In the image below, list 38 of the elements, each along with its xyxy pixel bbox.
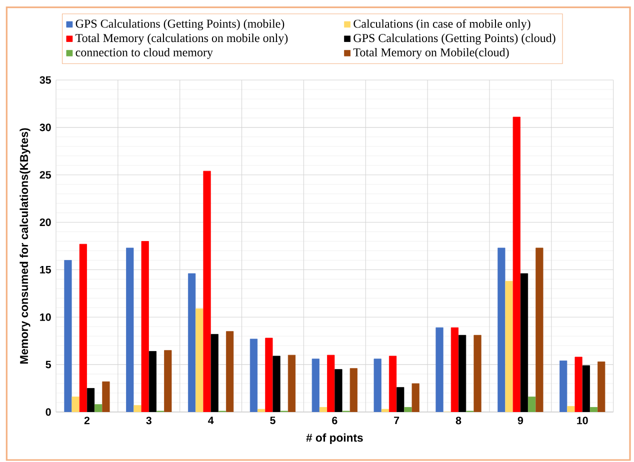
y-tick-label: 15: [40, 266, 51, 274]
legend-label: Calculations (in case of mobile only): [354, 19, 530, 30]
legend-label: GPS Calculations (Getting Points) (mobile): [76, 19, 284, 30]
legend-label: Total Memory on Mobile(cloud): [353, 48, 509, 59]
y-tick-label: 25: [40, 171, 51, 179]
legend-label: Total Memory (calculations on mobile only): [76, 34, 288, 45]
y-tick-label: 0: [46, 408, 51, 416]
x-tick-label: 2: [84, 416, 90, 424]
bar: [226, 331, 234, 412]
bar: [528, 396, 536, 412]
x-tick-label: 10: [577, 416, 588, 424]
bar: [590, 407, 598, 412]
legend-label: GPS Calculations (Getting Points) (cloud): [354, 34, 556, 45]
legend-label: connection to cloud memory: [76, 48, 213, 59]
y-tick-label: 5: [46, 360, 51, 368]
y-tick-label: 20: [40, 218, 51, 226]
x-tick-label: 7: [394, 416, 400, 424]
bar: [350, 368, 358, 412]
x-tick-label: 4: [208, 416, 214, 424]
bar: [288, 354, 296, 412]
bar: [164, 350, 172, 412]
x-tick-label: 6: [332, 416, 338, 424]
x-tick-label: 3: [146, 416, 152, 424]
bar: [474, 334, 482, 412]
y-axis-title: Memory consumed for calculations(KBytes): [20, 128, 30, 364]
bar: [536, 248, 544, 412]
y-tick-label: 10: [40, 313, 51, 321]
bar: [598, 362, 606, 412]
x-axis-title: # of points: [306, 433, 363, 444]
x-tick-label: 8: [456, 416, 462, 424]
bar: [412, 383, 420, 412]
bar: [102, 381, 110, 412]
x-tick-label: 9: [518, 416, 524, 424]
bar: [404, 407, 412, 412]
x-tick-label: 5: [270, 416, 276, 424]
y-tick-label: 35: [40, 76, 51, 84]
y-tick-label: 30: [40, 124, 51, 132]
bar: [94, 404, 102, 412]
